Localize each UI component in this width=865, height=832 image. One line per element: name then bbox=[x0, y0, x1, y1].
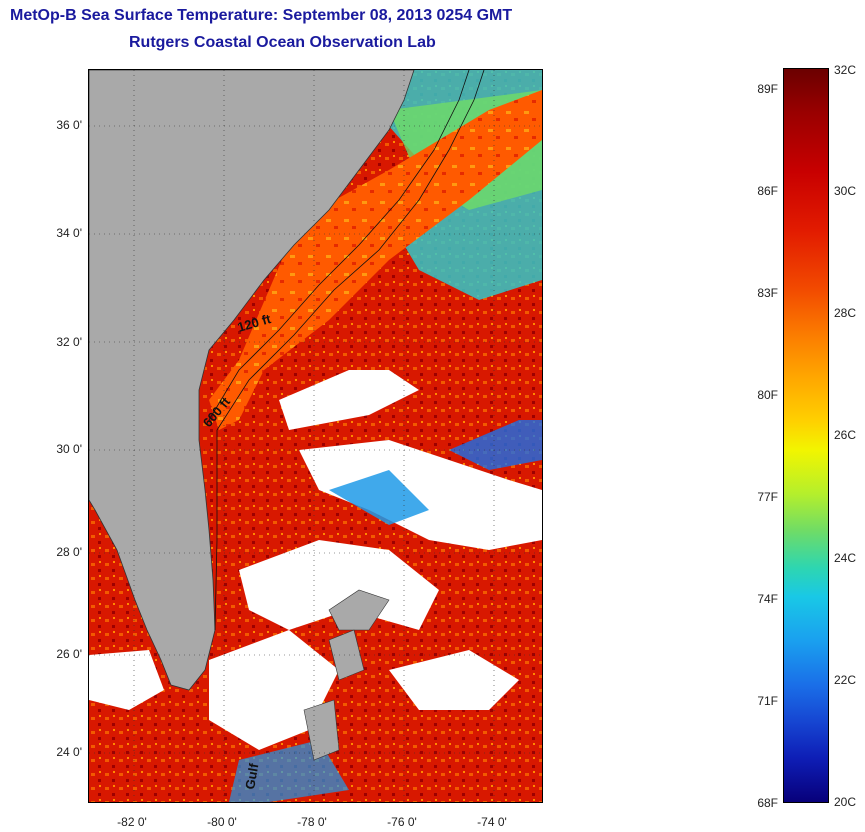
sst-map[interactable]: 120 ft 600 ft Gulf bbox=[88, 69, 543, 803]
colorbar-label-86f: 86F bbox=[757, 184, 778, 198]
colorbar-label-71f: 71F bbox=[757, 694, 778, 708]
lat-label-24: 24 0' bbox=[56, 745, 82, 759]
colorbar-label-77f: 77F bbox=[757, 490, 778, 504]
color-scale-bar bbox=[783, 68, 829, 803]
lat-label-28: 28 0' bbox=[56, 545, 82, 559]
cool-streak bbox=[329, 470, 429, 525]
chart-subtitle: Rutgers Coastal Ocean Observation Lab bbox=[129, 34, 436, 51]
lon-label-78: -78 0' bbox=[297, 815, 327, 829]
bahamas-island bbox=[328, 629, 365, 681]
colorbar-label-26c: 26C bbox=[834, 428, 857, 442]
cloud-patch bbox=[389, 650, 519, 710]
lat-label-26: 26 0' bbox=[56, 647, 82, 661]
colorbar-label-80f: 80F bbox=[757, 388, 778, 402]
colorbar-label-83f: 83F bbox=[757, 286, 778, 300]
bahamas-island bbox=[303, 699, 340, 761]
lat-label-30: 30 0' bbox=[56, 442, 82, 456]
cloud-patch bbox=[89, 650, 164, 710]
chart-title: MetOp-B Sea Surface Temperature: Septemb… bbox=[10, 7, 513, 24]
sst-map-canvas: 120 ft 600 ft Gulf bbox=[89, 70, 542, 802]
lon-label-80: -80 0' bbox=[207, 815, 237, 829]
colorbar-label-24c: 24C bbox=[834, 551, 857, 565]
colorbar-label-20c: 20C bbox=[834, 795, 857, 809]
cool-streak bbox=[449, 420, 542, 470]
contour-600ft bbox=[216, 70, 485, 431]
lat-label-32: 32 0' bbox=[56, 335, 82, 349]
colorbar-label-32c: 32C bbox=[834, 63, 857, 77]
colorbar-label-30c: 30C bbox=[834, 184, 857, 198]
contour-label-gulf: Gulf bbox=[242, 762, 261, 791]
cloud-patch bbox=[239, 540, 439, 630]
lon-label-74: -74 0' bbox=[477, 815, 507, 829]
cloud-patch bbox=[299, 440, 542, 550]
colorbar-label-22c: 22C bbox=[834, 673, 857, 687]
colorbar-label-28c: 28C bbox=[834, 306, 857, 320]
bahamas-island bbox=[328, 589, 390, 631]
colorbar-label-74f: 74F bbox=[757, 592, 778, 606]
lat-label-34: 34 0' bbox=[56, 226, 82, 240]
land-mass bbox=[89, 70, 415, 691]
graticule bbox=[89, 70, 542, 802]
lon-label-76: -76 0' bbox=[387, 815, 417, 829]
contour-120ft bbox=[208, 70, 470, 421]
shelf-water bbox=[209, 90, 542, 430]
lon-label-82: -82 0' bbox=[117, 815, 147, 829]
colorbar-label-89f: 89F bbox=[757, 82, 778, 96]
colorbar-label-68f: 68F bbox=[757, 796, 778, 810]
lat-label-36: 36 0' bbox=[56, 118, 82, 132]
contour-florida-shelf bbox=[214, 430, 218, 631]
